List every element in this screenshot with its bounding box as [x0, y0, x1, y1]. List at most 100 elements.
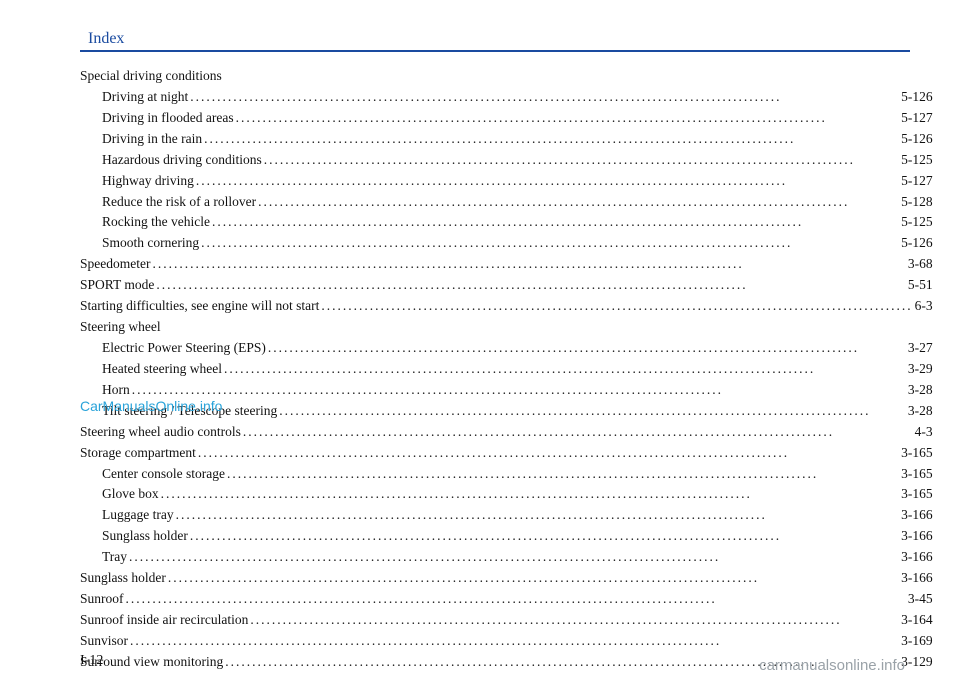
entry-label: Steering wheel audio controls [80, 422, 241, 443]
entry-label: Sunroof [80, 589, 124, 610]
entry-label: Sunglass holder [80, 568, 166, 589]
entry-label: Electric Power Steering (EPS) [102, 338, 266, 359]
entry-dots [243, 422, 913, 443]
entry-label: Hazardous driving conditions [102, 150, 262, 171]
entry-label: Steering wheel [80, 317, 161, 338]
entry-page: 3-28 [908, 401, 933, 422]
entry-page: 5-126 [901, 129, 933, 150]
index-entry: Driving in flooded areas5-127 [80, 108, 933, 129]
entry-page: 5-125 [901, 212, 933, 233]
index-entry: Special driving conditions [80, 66, 933, 87]
entry-dots [176, 505, 900, 526]
entry-page: 4-3 [915, 422, 933, 443]
entry-page: 3-165 [901, 443, 933, 464]
entry-page: 3-68 [908, 254, 933, 275]
entry-label: Driving at night [102, 87, 188, 108]
index-entry: Highway driving5-127 [80, 171, 933, 192]
index-entry: Steering wheel audio controls 4-3 [80, 422, 933, 443]
index-entry: Speedometer 3-68 [80, 254, 933, 275]
entry-dots [236, 108, 900, 129]
entry-page: 3-27 [908, 338, 933, 359]
entry-dots [224, 359, 906, 380]
entry-page: 5-128 [901, 192, 933, 213]
entry-label: Tray [102, 547, 127, 568]
entry-label: Sunglass holder [102, 526, 188, 547]
entry-dots [201, 233, 899, 254]
index-entry: Glove box3-165 [80, 484, 933, 505]
index-entry: Reduce the risk of a rollover 5-128 [80, 192, 933, 213]
entry-dots [132, 380, 906, 401]
index-entry: Storage compartment 3-165 [80, 443, 933, 464]
index-entry: Tray 3-166 [80, 547, 933, 568]
entry-label: Special driving conditions [80, 66, 222, 87]
header-rule [80, 50, 910, 52]
index-entry: Steering wheel [80, 317, 933, 338]
entry-page: 3-129 [901, 652, 933, 673]
entry-dots [198, 443, 899, 464]
entry-dots [321, 296, 912, 317]
entry-label: Glove box [102, 484, 159, 505]
index-entry: SPORT mode 5-51 [80, 275, 933, 296]
entry-dots [190, 87, 899, 108]
index-title: Index [88, 30, 910, 48]
entry-dots [268, 338, 906, 359]
entry-dots [258, 192, 899, 213]
watermark-bottom: carmanualsonline.info [759, 657, 905, 674]
index-entry: Electric Power Steering (EPS) 3-27 [80, 338, 933, 359]
index-entry: Sunroof inside air recirculation 3-164 [80, 610, 933, 631]
entry-page: 5-51 [908, 275, 933, 296]
entry-page: 3-164 [901, 610, 933, 631]
entry-page: 3-28 [908, 380, 933, 401]
index-entry: Luggage tray 3-166 [80, 505, 933, 526]
entry-label: SPORT mode [80, 275, 154, 296]
entry-dots [279, 401, 906, 422]
entry-label: Smooth cornering [102, 233, 199, 254]
entry-label: Speedometer [80, 254, 150, 275]
entry-page: 3-166 [901, 526, 933, 547]
index-entry: Driving in the rain 5-126 [80, 129, 933, 150]
entry-page: 5-127 [901, 108, 933, 129]
entry-page: 3-166 [901, 568, 933, 589]
entry-label: Driving in the rain [102, 129, 202, 150]
entry-dots [227, 464, 899, 485]
entry-page: 3-45 [908, 589, 933, 610]
entry-page: 3-29 [908, 359, 933, 380]
index-entry: Sunglass holder 3-166 [80, 526, 933, 547]
entry-label: Sunroof inside air recirculation [80, 610, 248, 631]
entry-page: 5-127 [901, 171, 933, 192]
entry-dots [129, 547, 899, 568]
entry-label: Rocking the vehicle [102, 212, 210, 233]
entry-page: 5-126 [901, 87, 933, 108]
index-entry: Sunglass holder 3-166 [80, 568, 933, 589]
left-column: Special driving conditionsDriving at nig… [80, 66, 933, 673]
entry-label: Starting difficulties, see engine will n… [80, 296, 319, 317]
entry-label: Storage compartment [80, 443, 196, 464]
header: Index [80, 30, 910, 52]
entry-dots [264, 150, 899, 171]
entry-dots [196, 171, 899, 192]
entry-label: Sunvisor [80, 631, 128, 652]
page-number: I-12 [80, 653, 103, 669]
entry-dots [190, 526, 899, 547]
content-columns: Special driving conditionsDriving at nig… [80, 66, 910, 673]
entry-page: 5-126 [901, 233, 933, 254]
entry-label: Heated steering wheel [102, 359, 222, 380]
index-entry: Sunroof 3-45 [80, 589, 933, 610]
index-entry: Driving at night 5-126 [80, 87, 933, 108]
entry-dots [130, 631, 899, 652]
entry-page: 6-3 [915, 296, 933, 317]
entry-page: 3-166 [901, 505, 933, 526]
index-entry: Rocking the vehicle 5-125 [80, 212, 933, 233]
entry-page: 5-125 [901, 150, 933, 171]
index-entry: Starting difficulties, see engine will n… [80, 296, 933, 317]
index-entry: Center console storage3-165 [80, 464, 933, 485]
entry-dots [212, 212, 899, 233]
index-entry: Hazardous driving conditions 5-125 [80, 150, 933, 171]
entry-label: Luggage tray [102, 505, 174, 526]
entry-dots [250, 610, 899, 631]
entry-dots [126, 589, 906, 610]
entry-page: 3-166 [901, 547, 933, 568]
entry-label: Center console storage [102, 464, 225, 485]
entry-dots [152, 254, 905, 275]
entry-label: Reduce the risk of a rollover [102, 192, 256, 213]
